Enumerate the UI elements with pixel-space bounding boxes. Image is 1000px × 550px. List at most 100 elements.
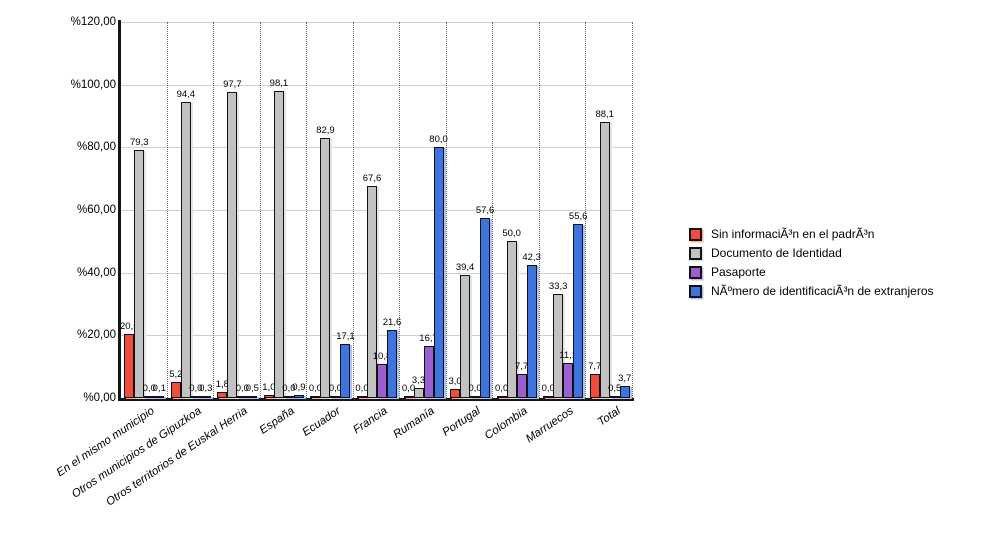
category-separator bbox=[259, 22, 261, 398]
bar bbox=[134, 150, 145, 398]
legend-label: Sin informaciÃ³n en el padrÃ³n bbox=[711, 227, 875, 241]
bar-value-label: 0,0 bbox=[495, 383, 509, 394]
category-separator bbox=[306, 22, 308, 398]
bar-value-label: 0,0 bbox=[282, 383, 296, 394]
legend-label: Pasaporte bbox=[711, 265, 766, 279]
bar bbox=[506, 241, 517, 398]
gridline bbox=[121, 210, 633, 211]
bar bbox=[480, 218, 491, 398]
bar bbox=[310, 396, 321, 398]
bar bbox=[263, 395, 274, 398]
legend-label: Documento de Identidad bbox=[711, 246, 842, 260]
bar bbox=[516, 374, 527, 398]
bar-value-label: 82,9 bbox=[316, 125, 335, 136]
bar-value-label: 0,3 bbox=[199, 383, 213, 394]
category-separator bbox=[399, 22, 401, 398]
bar-value-label: 98,1 bbox=[269, 78, 289, 89]
y-axis-tick-label: %80,00 bbox=[76, 141, 116, 154]
category-separator bbox=[352, 22, 354, 398]
bar-value-label: 33,3 bbox=[548, 281, 568, 292]
bar-value-label: 0,0 bbox=[401, 383, 416, 394]
bar bbox=[293, 395, 304, 398]
bar-value-label: 0,0 bbox=[328, 383, 343, 394]
bar bbox=[450, 389, 461, 398]
category-separator bbox=[538, 22, 540, 398]
y-axis-tick-label: %100,00 bbox=[70, 78, 116, 91]
bar bbox=[340, 344, 351, 398]
bar bbox=[599, 122, 610, 398]
bar bbox=[180, 102, 191, 398]
legend-swatch bbox=[689, 247, 702, 260]
bar-value-label: 7,7 bbox=[588, 361, 602, 372]
bar bbox=[563, 363, 574, 398]
bar bbox=[144, 396, 155, 398]
bar-value-label: 16,7 bbox=[419, 333, 438, 344]
bar-value-label: 20,5 bbox=[120, 321, 139, 332]
y-axis-line bbox=[118, 20, 121, 400]
bar bbox=[470, 396, 481, 398]
bar-value-label: 0,5 bbox=[608, 383, 622, 394]
bar bbox=[609, 396, 620, 398]
bar-value-label: 1,8 bbox=[215, 379, 229, 390]
bar bbox=[283, 396, 294, 398]
bar bbox=[247, 396, 258, 398]
bar-value-label: 0,5 bbox=[245, 383, 259, 394]
bar bbox=[367, 186, 377, 398]
bar bbox=[320, 138, 331, 398]
bar-value-label: 0,0 bbox=[235, 383, 249, 394]
bar-value-label: 55,6 bbox=[568, 211, 588, 222]
bar bbox=[423, 346, 434, 398]
bar bbox=[217, 392, 228, 398]
legend-item: Documento de Identidad bbox=[689, 247, 934, 260]
category-separator bbox=[632, 22, 633, 398]
bar-value-label: 17,1 bbox=[336, 331, 355, 342]
bar bbox=[460, 275, 471, 398]
plot-area bbox=[118, 20, 634, 401]
legend-swatch bbox=[689, 228, 702, 241]
bar bbox=[433, 147, 444, 398]
bar-value-label: 57,6 bbox=[475, 205, 495, 216]
bar-value-label: 94,4 bbox=[176, 89, 196, 100]
bar-value-label: 39,4 bbox=[455, 262, 475, 273]
bar bbox=[403, 396, 414, 398]
bar-value-label: 88,1 bbox=[595, 109, 614, 120]
bar-value-label: 0,0 bbox=[308, 383, 323, 394]
bar-value-label: 5,2 bbox=[169, 369, 183, 380]
y-axis-tick-label: %120,00 bbox=[70, 16, 116, 28]
bar bbox=[273, 91, 284, 398]
bar-value-label: 0,0 bbox=[541, 383, 555, 394]
gridline bbox=[121, 272, 633, 274]
bar-value-label: 0,0 bbox=[355, 383, 369, 394]
bar-value-label: 97,7 bbox=[223, 79, 242, 90]
category-separator bbox=[445, 22, 447, 398]
bar-value-label: 0,0 bbox=[468, 383, 482, 394]
category-separator bbox=[166, 22, 168, 398]
bar bbox=[526, 265, 537, 398]
bar-value-label: 0,9 bbox=[292, 382, 306, 393]
bar bbox=[124, 334, 135, 398]
bar bbox=[154, 396, 165, 398]
gridline bbox=[121, 84, 633, 86]
legend-swatch bbox=[689, 285, 702, 298]
bar bbox=[377, 364, 387, 398]
gridline bbox=[121, 22, 633, 23]
x-axis-line bbox=[118, 398, 634, 401]
legend-swatch bbox=[689, 266, 702, 279]
bar bbox=[200, 396, 211, 398]
bar bbox=[619, 386, 630, 398]
y-axis-tick-label: %60,00 bbox=[76, 204, 116, 216]
bar bbox=[496, 396, 507, 398]
gridline bbox=[121, 335, 633, 337]
bar bbox=[330, 396, 341, 398]
legend-item: NÃºmero de identificaciÃ³n de extranjero… bbox=[689, 285, 934, 298]
bar-value-label: 3,0 bbox=[448, 376, 462, 387]
bar-value-label: 0,0 bbox=[189, 383, 203, 394]
bar bbox=[387, 330, 397, 398]
bar-value-label: 3,3 bbox=[411, 375, 426, 386]
legend: Sin informaciÃ³n en el padrÃ³n Documento … bbox=[689, 228, 934, 304]
y-axis-tick-label: %0,00 bbox=[83, 392, 116, 404]
gridline bbox=[121, 147, 633, 149]
bar-value-label: 11,1 bbox=[559, 350, 578, 361]
bar bbox=[357, 396, 367, 398]
category-separator bbox=[492, 22, 494, 398]
